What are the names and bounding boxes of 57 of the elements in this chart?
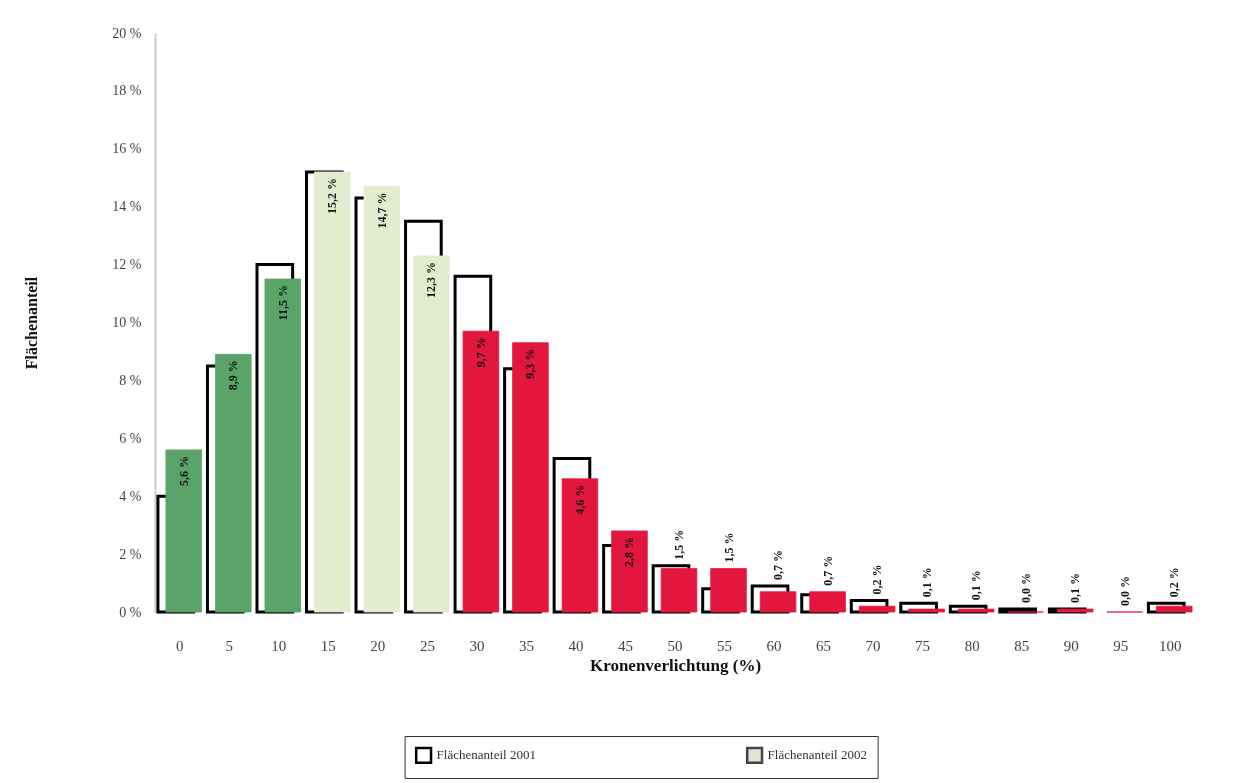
data-label: 5,6 % — [176, 455, 191, 486]
data-label: 12,3 % — [424, 261, 439, 298]
x-tick-label: 5 — [225, 637, 234, 654]
data-label: 0,2 % — [1167, 567, 1182, 598]
y-tick-label: 12 % — [112, 257, 142, 273]
x-tick-label: 45 — [617, 637, 633, 654]
data-label: 2,8 % — [622, 536, 637, 567]
x-tick-label: 90 — [1063, 637, 1079, 654]
x-tick-label: 0 — [176, 637, 184, 654]
data-label: 0,7 % — [771, 549, 786, 580]
y-tick-label: 16 % — [112, 141, 142, 157]
data-label: 4,6 % — [572, 484, 587, 515]
y-tick-label: 8 % — [119, 372, 142, 388]
data-label: 0,1 % — [969, 570, 984, 601]
x-tick-label: 80 — [964, 637, 980, 654]
x-tick-label: 85 — [1014, 637, 1030, 654]
x-tick-label: 30 — [469, 637, 485, 654]
data-label: 9,3 % — [523, 348, 538, 379]
y-tick-label: 20 % — [112, 25, 142, 41]
x-tick-label: 100 — [1158, 637, 1182, 654]
data-label: 15,2 % — [325, 177, 340, 214]
legend-label: Flächenanteil 2002 — [767, 747, 867, 763]
x-tick-label: 50 — [667, 637, 683, 654]
x-tick-label: 15 — [320, 637, 336, 654]
data-label: 0,1 % — [1068, 573, 1083, 604]
y-axis-title: Flächenanteil — [23, 276, 41, 370]
data-label: 0,0 % — [1018, 573, 1033, 604]
y-tick-label: 14 % — [112, 199, 142, 215]
data-label: 1,5 % — [721, 532, 736, 563]
x-tick-label: 10 — [271, 637, 287, 654]
y-tick-label: 6 % — [119, 430, 142, 446]
x-tick-label: 95 — [1113, 637, 1129, 654]
y-tick-label: 10 % — [112, 315, 142, 330]
x-tick-label: 75 — [915, 637, 931, 654]
y-tick-label: 4 % — [119, 488, 142, 504]
y-tick-label: 2 % — [119, 546, 142, 562]
data-label: 14,7 % — [374, 192, 389, 229]
y-tick-label: 0 % — [119, 604, 142, 620]
data-label: 9,7 % — [473, 337, 488, 368]
data-label: 1,5 % — [672, 529, 686, 560]
x-tick-label: 20 — [370, 637, 386, 654]
data-label: 0,0 % — [1117, 576, 1132, 606]
x-tick-label: 55 — [717, 637, 733, 654]
data-label: 0,7 % — [820, 555, 835, 586]
y-tick-label: 18 % — [112, 83, 142, 99]
x-tick-label: 40 — [568, 637, 584, 654]
x-tick-label: 60 — [766, 637, 782, 654]
data-label: 0,1 % — [919, 567, 934, 598]
x-tick-label: 70 — [865, 637, 881, 654]
data-label: 11,5 % — [275, 285, 290, 321]
x-tick-label: 35 — [518, 637, 534, 654]
x-axis-title: Kronenverlichtung (%) — [589, 655, 762, 675]
x-tick-label: 65 — [816, 637, 832, 654]
legend-label: Flächenanteil 2001 — [436, 747, 536, 763]
x-tick-label: 25 — [419, 637, 435, 654]
data-label: 8,9 % — [226, 360, 241, 391]
data-label: 0,2 % — [870, 564, 885, 595]
